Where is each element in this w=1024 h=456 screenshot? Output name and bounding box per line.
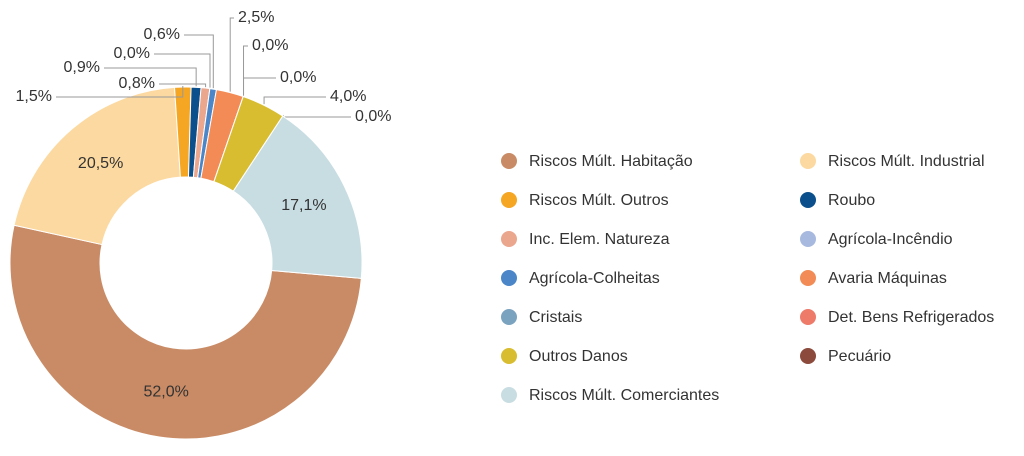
legend-label: Riscos Múlt. Outros: [529, 192, 669, 209]
leader-line: [263, 96, 326, 105]
legend-label: Outros Danos: [529, 348, 628, 365]
legend-label: Riscos Múlt. Habitação: [529, 153, 693, 170]
slice-label: 1,5%: [16, 88, 52, 105]
slice-label: 0,0%: [355, 108, 391, 125]
leader-line: [243, 77, 276, 96]
legend-label: Pecuário: [828, 348, 891, 365]
slice-label: 20,5%: [78, 155, 123, 172]
slice-label: 0,0%: [252, 37, 288, 54]
legend-label: Riscos Múlt. Comerciantes: [529, 387, 719, 404]
legend-swatch: [800, 192, 816, 208]
legend-label: Inc. Elem. Natureza: [529, 231, 670, 248]
legend-label: Agrícola-Incêndio: [828, 231, 953, 248]
leader-line: [243, 45, 248, 96]
leader-line: [229, 17, 234, 92]
legend-swatch: [501, 270, 517, 286]
donut-slice: [232, 115, 363, 279]
legend-swatch: [501, 387, 517, 403]
leader-line: [184, 34, 214, 89]
slice-label: 2,5%: [238, 9, 274, 26]
legend-label: Riscos Múlt. Industrial: [828, 153, 985, 170]
slice-label: 0,6%: [144, 26, 180, 43]
legend-swatch: [501, 192, 517, 208]
legend-swatch: [800, 309, 816, 325]
legend-label: Cristais: [529, 309, 582, 326]
legend-label: Det. Bens Refrigerados: [828, 309, 994, 326]
leader-line: [282, 115, 351, 118]
legend-swatch: [501, 153, 517, 169]
slice-label: 0,0%: [280, 69, 316, 86]
leader-line: [154, 53, 211, 88]
slice-label: 0,9%: [64, 59, 100, 76]
leader-line: [56, 86, 184, 98]
legend-label: Agrícola-Colheitas: [529, 270, 660, 287]
legend-swatch: [800, 270, 816, 286]
legend-swatch: [501, 348, 517, 364]
legend-swatch: [800, 153, 816, 169]
donut-slice: [9, 224, 362, 440]
slice-label: 4,0%: [330, 88, 366, 105]
legend-label: Roubo: [828, 192, 875, 209]
legend-swatch: [800, 348, 816, 364]
legend-label: Avaria Máquinas: [828, 270, 947, 287]
donut-slice: [13, 86, 181, 246]
leader-line: [159, 83, 207, 88]
leader-line: [104, 67, 197, 87]
slice-label: 52,0%: [144, 384, 189, 401]
legend-swatch: [501, 231, 517, 247]
slice-label: 0,0%: [114, 45, 150, 62]
slice-label: 0,8%: [119, 75, 155, 92]
legend-swatch: [800, 231, 816, 247]
legend-swatch: [501, 309, 517, 325]
slice-label: 17,1%: [281, 197, 326, 214]
